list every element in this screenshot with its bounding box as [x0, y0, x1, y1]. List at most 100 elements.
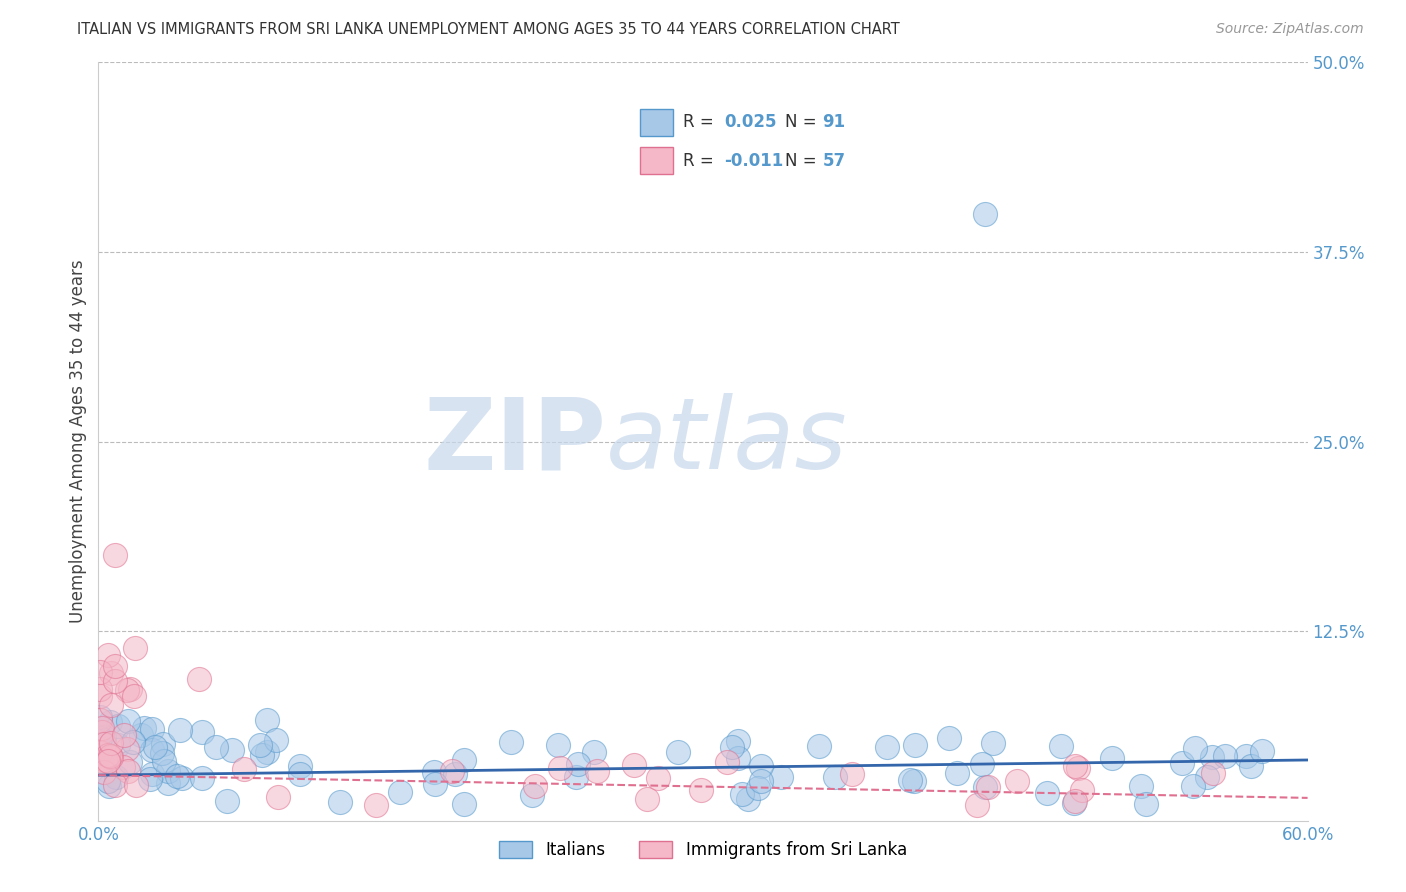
Point: [898, 772, 921, 787]
Point: [125, 778, 148, 792]
Point: [749, 759, 772, 773]
Point: [143, 740, 166, 755]
Point: [121, 735, 143, 749]
Point: [89, 713, 111, 727]
Point: [252, 747, 274, 762]
Point: [103, 548, 125, 563]
Point: [1005, 774, 1028, 789]
Point: [1035, 786, 1057, 800]
Point: [89, 665, 111, 679]
Point: [93, 765, 115, 780]
Point: [97, 780, 120, 794]
Text: 57: 57: [823, 152, 845, 169]
Point: [453, 753, 475, 767]
Point: [97, 648, 120, 662]
Point: [94, 749, 117, 764]
Point: [904, 738, 927, 752]
Point: [191, 725, 214, 739]
Text: Source: ZipAtlas.com: Source: ZipAtlas.com: [1216, 22, 1364, 37]
Point: [89, 709, 111, 723]
Point: [501, 735, 523, 749]
Point: [97, 748, 120, 763]
Point: [89, 746, 111, 760]
Point: [623, 757, 645, 772]
Text: atlas: atlas: [606, 393, 848, 490]
Point: [91, 754, 114, 768]
Point: [981, 736, 1004, 750]
Point: [233, 762, 256, 776]
Text: 91: 91: [823, 113, 845, 131]
Point: [221, 743, 243, 757]
Point: [976, 780, 998, 794]
Text: ITALIAN VS IMMIGRANTS FROM SRI LANKA UNEMPLOYMENT AMONG AGES 35 TO 44 YEARS CORR: ITALIAN VS IMMIGRANTS FROM SRI LANKA UNE…: [77, 22, 900, 37]
Point: [582, 745, 605, 759]
Point: [141, 722, 163, 736]
Point: [636, 792, 658, 806]
Point: [453, 797, 475, 812]
Point: [720, 740, 742, 755]
Point: [132, 721, 155, 735]
Bar: [640, 109, 673, 136]
Point: [170, 771, 193, 785]
Point: [647, 772, 669, 786]
Point: [423, 777, 446, 791]
Point: [100, 666, 122, 681]
Point: [97, 773, 120, 788]
Point: [1130, 779, 1153, 793]
Point: [114, 728, 136, 742]
Point: [567, 756, 589, 771]
Point: [100, 749, 122, 764]
Point: [727, 751, 749, 765]
Point: [107, 738, 129, 752]
Point: [89, 731, 111, 746]
Point: [522, 788, 544, 802]
Point: [205, 739, 228, 754]
Point: [89, 681, 111, 696]
Point: [93, 730, 115, 744]
Point: [824, 770, 846, 784]
Point: [444, 766, 467, 780]
Point: [166, 769, 188, 783]
Point: [98, 748, 121, 763]
Point: [1234, 748, 1257, 763]
Point: [191, 771, 214, 785]
Point: [1066, 761, 1088, 775]
Point: [747, 780, 769, 795]
Point: [876, 740, 898, 755]
Point: [388, 785, 411, 799]
Point: [156, 764, 179, 778]
Point: [117, 683, 139, 698]
Point: [1064, 759, 1087, 773]
Point: [153, 754, 176, 768]
Y-axis label: Unemployment Among Ages 35 to 44 years: Unemployment Among Ages 35 to 44 years: [69, 260, 87, 624]
Point: [90, 721, 112, 735]
Point: [117, 714, 139, 729]
Point: [1240, 758, 1263, 772]
Point: [903, 773, 925, 788]
Point: [1251, 744, 1274, 758]
Point: [105, 770, 128, 784]
Text: 0.025: 0.025: [724, 113, 776, 131]
Point: [523, 780, 546, 794]
Point: [1201, 749, 1223, 764]
Point: [120, 682, 142, 697]
Point: [1063, 794, 1085, 808]
Point: [938, 731, 960, 745]
Point: [586, 764, 609, 779]
Point: [107, 719, 129, 733]
Point: [249, 738, 271, 752]
Point: [547, 738, 569, 752]
Point: [89, 745, 111, 759]
Point: [141, 743, 163, 757]
Point: [1101, 751, 1123, 765]
Point: [256, 713, 278, 727]
Point: [89, 689, 111, 703]
Point: [946, 765, 969, 780]
Point: [152, 737, 174, 751]
Point: [727, 734, 749, 748]
Point: [548, 761, 571, 775]
Point: [422, 765, 444, 780]
Text: R =: R =: [683, 113, 720, 131]
Point: [98, 715, 121, 730]
Text: N =: N =: [785, 113, 821, 131]
